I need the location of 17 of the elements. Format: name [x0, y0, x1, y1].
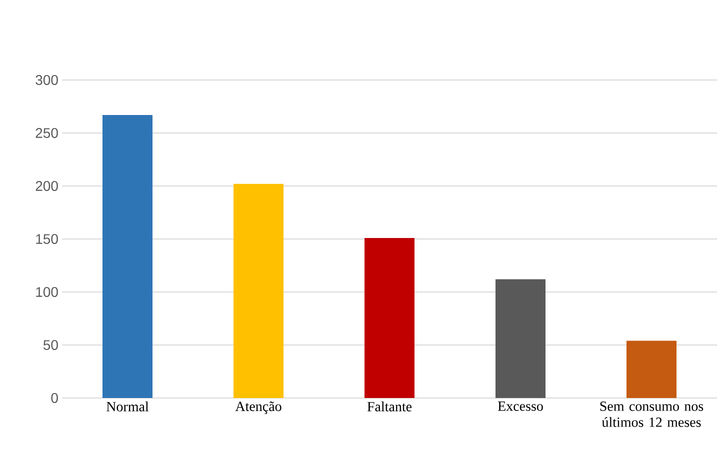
- bar: [626, 340, 677, 398]
- bar: [234, 184, 284, 398]
- x-tick-label: Faltante: [367, 402, 412, 412]
- y-tick-label: 150: [36, 234, 58, 244]
- bar: [364, 238, 414, 398]
- y-tick-label: 100: [36, 287, 58, 297]
- y-tick-label: 0: [51, 393, 58, 403]
- x-tick-label: Normal: [106, 402, 149, 412]
- y-tick-label: 50: [43, 340, 58, 350]
- bar: [496, 279, 546, 398]
- bar: [102, 114, 152, 398]
- x-tick-label: Sem consumo nos últimos 12 meses: [600, 402, 704, 427]
- y-tick-label: 250: [36, 128, 58, 138]
- x-tick-label: Excesso: [498, 402, 543, 411]
- y-tick-label: 300: [36, 75, 58, 85]
- y-tick-label: 200: [36, 181, 58, 191]
- x-tick-label: Atenção: [235, 402, 282, 414]
